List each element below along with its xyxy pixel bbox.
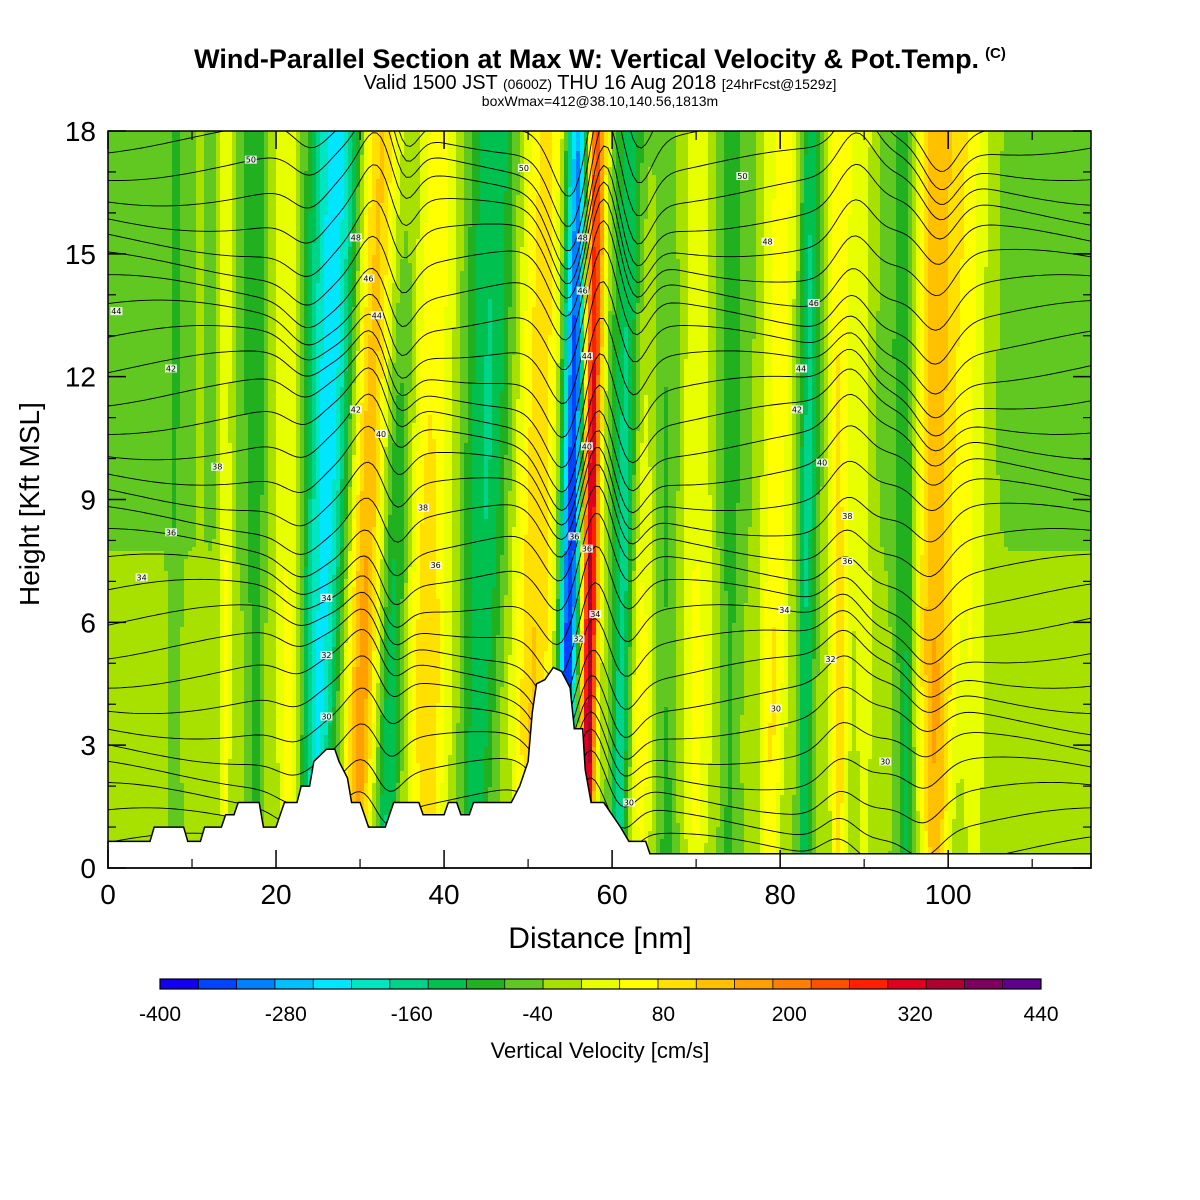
theta-contour-label: 44 <box>795 364 807 373</box>
theta-contour-label: 50 <box>736 172 748 181</box>
colorbar-swatch <box>581 979 620 989</box>
theta-contour-label: 36 <box>568 532 580 541</box>
colorbar-swatch <box>390 979 429 989</box>
colorbar-title: Vertical Velocity [cm/s] <box>0 1038 1200 1064</box>
theta-contour-label: 40 <box>816 459 828 468</box>
theta-contour-label: 36 <box>841 557 853 566</box>
cross-section-chart: 50505048 48 4846464644 4444444242 4240404038… <box>0 0 1200 1200</box>
theta-contour-label: 42 <box>791 405 803 414</box>
theta-contour-label: 34 <box>589 610 601 619</box>
colorbar-swatch <box>849 979 888 989</box>
theta-contour-label: 44 <box>110 307 122 316</box>
colorbar-swatch <box>1003 979 1042 989</box>
theta-contour-label: 46 <box>808 299 820 308</box>
theta-contour-label: 34 <box>320 594 332 603</box>
y-tick-label: 3 <box>80 730 96 761</box>
x-axis-title: Distance [nm] <box>0 922 1200 956</box>
theta-contour-label: 38 <box>841 512 853 521</box>
colorbar-swatch <box>160 979 199 989</box>
colorbar-tick-label: -400 <box>139 1003 181 1026</box>
colorbar-swatch <box>543 979 582 989</box>
colorbar-swatch <box>773 979 812 989</box>
theta-contour-label: 32 <box>572 635 584 644</box>
colorbar-swatch <box>620 979 659 989</box>
y-tick-label: 6 <box>80 607 96 638</box>
y-tick-label: 15 <box>65 239 96 270</box>
y-tick-label: 0 <box>80 853 96 884</box>
theta-contour-label: 40 <box>375 430 387 439</box>
velocity-field <box>108 131 1093 872</box>
x-tick-label: 40 <box>428 879 459 910</box>
theta-contour-label: 32 <box>320 651 332 660</box>
colorbar-swatch <box>505 979 544 989</box>
colorbar-tick-label: 200 <box>772 1003 807 1026</box>
colorbar: -400 -280 -160 -40 80 200 320 440 <box>139 979 1059 1026</box>
colorbar-tick-label: -40 <box>522 1003 552 1026</box>
x-tick-label: 0 <box>100 879 116 910</box>
colorbar-swatch <box>352 979 391 989</box>
theta-contour-label: 34 <box>778 606 790 615</box>
theta-contour-label: 32 <box>825 655 837 664</box>
theta-contour-label: 36 <box>430 561 442 570</box>
colorbar-swatch <box>926 979 965 989</box>
theta-contour-label: 50 <box>245 156 257 165</box>
colorbar-swatch <box>275 979 314 989</box>
theta-contour-label: 36 <box>581 545 593 554</box>
colorbar-swatch <box>428 979 467 989</box>
theta-contour-label: 42 <box>350 405 362 414</box>
theta-contour-label: 46 <box>362 274 374 283</box>
colorbar-tick-label: -160 <box>391 1003 433 1026</box>
theta-contour-label: 30 <box>770 704 782 713</box>
theta-contour-label: 38 <box>417 504 429 513</box>
y-axis-title: Height [Kft MSL] <box>14 406 46 606</box>
colorbar-swatch <box>696 979 735 989</box>
y-tick-label: 18 <box>65 116 96 147</box>
colorbar-tick-label: 320 <box>898 1003 933 1026</box>
colorbar-swatch <box>237 979 276 989</box>
theta-contour-label: 48 <box>350 233 362 242</box>
colorbar-swatch <box>735 979 774 989</box>
theta-contour-label: 40 <box>581 442 593 451</box>
colorbar-tick-label: 80 <box>652 1003 675 1026</box>
colorbar-swatch <box>198 979 237 989</box>
theta-contour-label: 48 <box>577 233 589 242</box>
theta-contour-label: 30 <box>623 798 635 807</box>
theta-contour-label: 42 <box>165 364 177 373</box>
theta-contour-label: 50 <box>518 164 530 173</box>
colorbar-swatch <box>658 979 697 989</box>
theta-contour-label: 34 <box>136 573 148 582</box>
y-tick-label: 9 <box>80 485 96 516</box>
colorbar-swatch <box>811 979 850 989</box>
y-tick-label: 12 <box>65 362 96 393</box>
theta-contour-label: 44 <box>581 352 593 361</box>
colorbar-swatch <box>466 979 505 989</box>
x-tick-label: 100 <box>925 879 972 910</box>
colorbar-swatch <box>313 979 352 989</box>
colorbar-tick-label: 440 <box>1023 1003 1058 1026</box>
theta-contour-label: 46 <box>577 287 589 296</box>
x-tick-label: 80 <box>765 879 796 910</box>
x-tick-label: 60 <box>597 879 628 910</box>
theta-contour-label: 30 <box>320 713 332 722</box>
theta-contour-label: 36 <box>165 528 177 537</box>
colorbar-tick-label: -280 <box>265 1003 307 1026</box>
x-tick-label: 20 <box>260 879 291 910</box>
colorbar-swatch <box>888 979 927 989</box>
colorbar-swatch <box>964 979 1003 989</box>
theta-contour-label: 48 <box>762 238 774 247</box>
theta-contour-label: 30 <box>879 758 891 767</box>
theta-contour-label: 38 <box>211 463 223 472</box>
theta-contour-label: 44 <box>371 311 383 320</box>
